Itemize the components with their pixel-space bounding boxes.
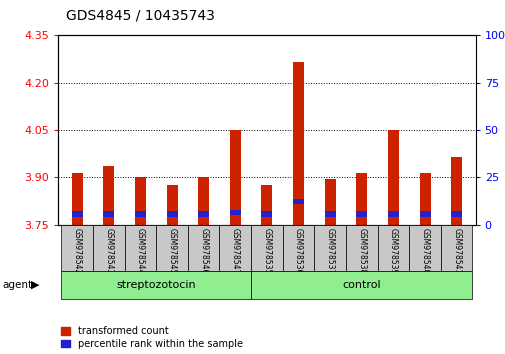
Bar	[261, 185, 272, 225]
Bar	[135, 211, 145, 217]
Bar	[419, 211, 430, 217]
FancyBboxPatch shape	[377, 225, 409, 271]
Text: GSM978537: GSM978537	[325, 228, 334, 275]
Bar	[229, 130, 240, 225]
Bar	[450, 211, 461, 217]
Text: ▶: ▶	[31, 280, 40, 290]
Text: GSM978539: GSM978539	[388, 228, 397, 275]
FancyBboxPatch shape	[250, 271, 472, 299]
Bar	[387, 211, 398, 217]
Bar	[103, 166, 114, 225]
Bar	[324, 179, 335, 225]
Bar	[229, 210, 240, 215]
FancyBboxPatch shape	[409, 225, 440, 271]
Bar	[166, 185, 177, 225]
Bar	[135, 177, 145, 225]
Bar	[450, 157, 461, 225]
Bar	[324, 211, 335, 217]
FancyBboxPatch shape	[250, 225, 282, 271]
FancyBboxPatch shape	[61, 271, 250, 299]
Text: control: control	[342, 280, 380, 290]
FancyBboxPatch shape	[314, 225, 345, 271]
Bar	[292, 62, 304, 225]
Bar	[72, 173, 82, 225]
FancyBboxPatch shape	[219, 225, 250, 271]
Bar	[292, 199, 304, 204]
FancyBboxPatch shape	[156, 225, 187, 271]
Bar	[261, 211, 272, 217]
Legend: transformed count, percentile rank within the sample: transformed count, percentile rank withi…	[61, 326, 242, 349]
Text: GSM978547: GSM978547	[230, 228, 239, 275]
FancyBboxPatch shape	[187, 225, 219, 271]
Bar	[103, 211, 114, 217]
Text: GSM978543: GSM978543	[104, 228, 113, 275]
Text: agent: agent	[3, 280, 33, 290]
FancyBboxPatch shape	[345, 225, 377, 271]
Bar	[166, 211, 177, 217]
Text: GDS4845 / 10435743: GDS4845 / 10435743	[66, 9, 214, 23]
FancyBboxPatch shape	[93, 225, 124, 271]
Bar	[198, 177, 209, 225]
Bar	[387, 130, 398, 225]
Text: GSM978536: GSM978536	[293, 228, 302, 275]
FancyBboxPatch shape	[440, 225, 472, 271]
Bar	[356, 173, 367, 225]
Text: GSM978544: GSM978544	[136, 228, 144, 275]
Bar	[72, 211, 82, 217]
Bar	[198, 211, 209, 217]
Bar	[356, 211, 367, 217]
Text: streptozotocin: streptozotocin	[116, 280, 195, 290]
Text: GSM978535: GSM978535	[262, 228, 271, 275]
Text: GSM978542: GSM978542	[73, 228, 81, 275]
FancyBboxPatch shape	[124, 225, 156, 271]
Text: GSM978540: GSM978540	[420, 228, 429, 275]
FancyBboxPatch shape	[282, 225, 314, 271]
Text: GSM978538: GSM978538	[357, 228, 366, 275]
FancyBboxPatch shape	[61, 225, 93, 271]
Text: GSM978541: GSM978541	[451, 228, 460, 275]
Text: GSM978546: GSM978546	[199, 228, 208, 275]
Text: GSM978545: GSM978545	[167, 228, 176, 275]
Bar	[419, 173, 430, 225]
